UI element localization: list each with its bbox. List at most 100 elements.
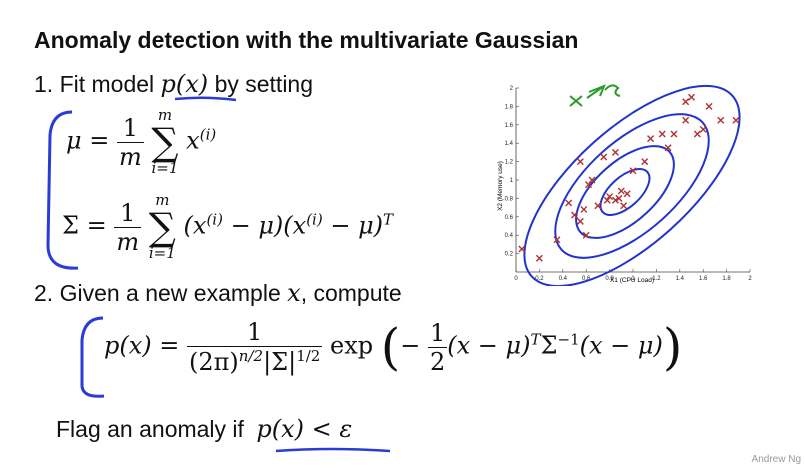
data-point-x — [705, 102, 713, 110]
contour-ring-4 — [523, 84, 741, 286]
px-half-num: 1 — [430, 318, 446, 347]
green-x-mark — [569, 95, 583, 107]
sigma-sum: m ∑ i=1 — [149, 193, 176, 261]
green-arrow — [586, 84, 606, 99]
sigma-sup-i-2: (i) — [306, 210, 323, 229]
y-tick-label: 1.4 — [505, 141, 514, 147]
contour-ring-3 — [554, 113, 710, 259]
mu-frac-num: 1 — [122, 113, 138, 142]
data-point-x — [658, 130, 666, 138]
px-inner-T: T — [530, 330, 541, 349]
chart-axes: 0 0.2 0.4 0.6 0.8 1 1.2 1.4 1.6 1.8 2 0.2 0.4 0.6 0.8 1… — [505, 86, 753, 282]
sigma-term-c: − μ) — [322, 211, 384, 240]
data-point-x — [518, 245, 526, 253]
mu-term: x — [186, 126, 200, 155]
px-fraction: 1 (2π)n/2|Σ|1/2 — [187, 318, 323, 376]
px-left-paren: ( — [380, 318, 401, 376]
flag-text: Flag an anomaly if — [56, 416, 244, 442]
sigma-term-a: (x — [183, 211, 207, 240]
x-tick-label: 1.6 — [699, 276, 708, 282]
x-tick-label: 0.2 — [535, 276, 544, 282]
data-point-x — [611, 196, 619, 204]
y-tick-label: 1.8 — [505, 104, 514, 110]
mu-sum: m ∑ i=1 — [151, 108, 178, 176]
y-tick-label: 0.8 — [505, 196, 514, 202]
brand-watermark: Andrew Ng — [751, 454, 801, 465]
data-point-x — [603, 196, 611, 204]
step1-model: p(x) — [160, 70, 209, 98]
x-tick-label: 1.8 — [722, 276, 731, 282]
mu-sum-upper: m — [157, 106, 173, 124]
step1-suffix: by setting — [214, 71, 314, 97]
data-point-x — [664, 144, 672, 152]
y-tick-label: 0.2 — [505, 252, 514, 258]
step1-prefix: 1. Fit model — [34, 71, 155, 97]
sigma-lhs: Σ = — [62, 211, 107, 240]
x-tick-label: 1.4 — [676, 276, 685, 282]
step2-prefix: 2. Given a new example — [34, 280, 281, 306]
px-inner-minus: − — [400, 331, 421, 360]
flag-line: Flag an anomaly if p(x) < ε — [56, 415, 352, 443]
data-point-x — [682, 116, 690, 124]
underline-flag — [275, 447, 391, 453]
x-tick-label: 1.2 — [652, 276, 661, 282]
px-inner-inv: −1 — [557, 330, 580, 349]
y-tick-label: 1.6 — [505, 123, 514, 129]
data-point-x — [688, 93, 695, 101]
data-point-x — [535, 254, 543, 262]
data-point-x — [699, 125, 707, 133]
data-point-x — [641, 158, 649, 166]
y-tick-label: 0.4 — [505, 233, 514, 239]
data-point-x — [629, 167, 637, 175]
data-point-x — [582, 231, 590, 239]
y-tick-label: 1 — [510, 178, 514, 184]
contour-ring-1 — [599, 168, 651, 216]
px-equation: p(x) = 1 (2π)n/2|Σ|1/2 exp (− 1 2 (x − μ… — [104, 318, 682, 376]
data-point-x — [615, 194, 623, 202]
data-point-x — [611, 148, 619, 156]
handwritten-x-mark — [569, 84, 621, 107]
px-frac-num: 1 — [247, 318, 263, 346]
data-point-x — [553, 236, 561, 244]
mu-sum-symbol: ∑ — [151, 120, 179, 164]
x-tick-label: 0.4 — [559, 276, 568, 282]
data-point-x — [585, 181, 593, 189]
sigma-frac-num: 1 — [120, 198, 136, 227]
mu-sum-lower: i=1 — [151, 159, 179, 177]
underline-model — [174, 96, 237, 102]
sigma-fraction: 1 m — [114, 198, 142, 256]
mu-lhs: μ = — [66, 126, 110, 155]
data-point-x — [606, 193, 614, 201]
px-right-paren: ) — [662, 318, 683, 376]
step2-suffix: , compute — [300, 280, 402, 306]
mu-frac-den: m — [116, 141, 144, 171]
data-point-x — [565, 199, 573, 207]
data-point-x — [571, 211, 578, 219]
step2-var: x — [287, 279, 301, 307]
flag-condition: p(x) < ε — [256, 415, 353, 443]
x-tick-label: 2 — [748, 276, 752, 282]
px-exp-word: exp — [329, 331, 374, 360]
data-point-x — [670, 130, 678, 138]
px-den-a: (2π) — [189, 348, 239, 376]
px-half-den: 2 — [428, 346, 448, 376]
sigma-equation: Σ = 1 m m ∑ i=1 (x(i) − μ)(x(i) − μ)T — [62, 193, 393, 261]
sigma-sup-T: T — [383, 210, 394, 229]
x-tick-label: 0 — [514, 276, 518, 282]
mu-fraction: 1 m — [116, 113, 144, 171]
x-axis-label: X1 (CPU Load) — [610, 277, 654, 284]
sigma-term-b: − μ)(x — [222, 211, 307, 240]
px-frac-den: (2π)n/2|Σ|1/2 — [187, 346, 323, 376]
data-point-x — [717, 116, 725, 124]
data-point-x — [580, 205, 588, 213]
sigma-sum-symbol: ∑ — [148, 205, 176, 249]
bracket-step2 — [80, 316, 105, 398]
sigma-sum-upper: m — [155, 191, 170, 209]
sigma-sup-i-1: (i) — [206, 210, 223, 229]
data-point-x — [623, 190, 631, 198]
data-point-x — [693, 130, 701, 138]
gaussian-contours — [523, 84, 741, 286]
step1-heading: 1. Fit model p(x) by setting — [34, 70, 313, 98]
slide-title: Anomaly detection with the multivariate … — [34, 27, 579, 53]
